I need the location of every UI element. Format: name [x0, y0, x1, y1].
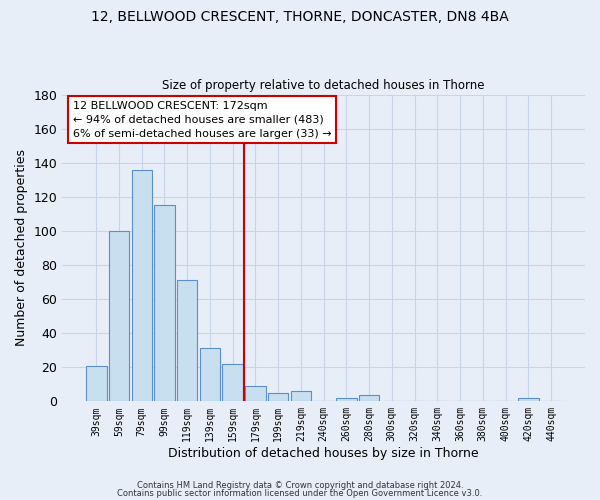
Bar: [359, 394, 379, 402]
Text: Contains public sector information licensed under the Open Government Licence v3: Contains public sector information licen…: [118, 488, 482, 498]
X-axis label: Distribution of detached houses by size in Thorne: Distribution of detached houses by size …: [169, 447, 479, 460]
Bar: [131, 170, 152, 402]
Y-axis label: Number of detached properties: Number of detached properties: [15, 150, 28, 346]
Bar: [154, 206, 175, 402]
Bar: [518, 398, 539, 402]
Bar: [86, 366, 107, 402]
Bar: [223, 364, 243, 402]
Bar: [245, 386, 266, 402]
Bar: [200, 348, 220, 402]
Text: Contains HM Land Registry data © Crown copyright and database right 2024.: Contains HM Land Registry data © Crown c…: [137, 481, 463, 490]
Title: Size of property relative to detached houses in Thorne: Size of property relative to detached ho…: [163, 79, 485, 92]
Text: 12 BELLWOOD CRESCENT: 172sqm
← 94% of detached houses are smaller (483)
6% of se: 12 BELLWOOD CRESCENT: 172sqm ← 94% of de…: [73, 100, 331, 138]
Bar: [177, 280, 197, 402]
Bar: [290, 391, 311, 402]
Text: 12, BELLWOOD CRESCENT, THORNE, DONCASTER, DN8 4BA: 12, BELLWOOD CRESCENT, THORNE, DONCASTER…: [91, 10, 509, 24]
Bar: [268, 393, 289, 402]
Bar: [109, 231, 129, 402]
Bar: [336, 398, 356, 402]
